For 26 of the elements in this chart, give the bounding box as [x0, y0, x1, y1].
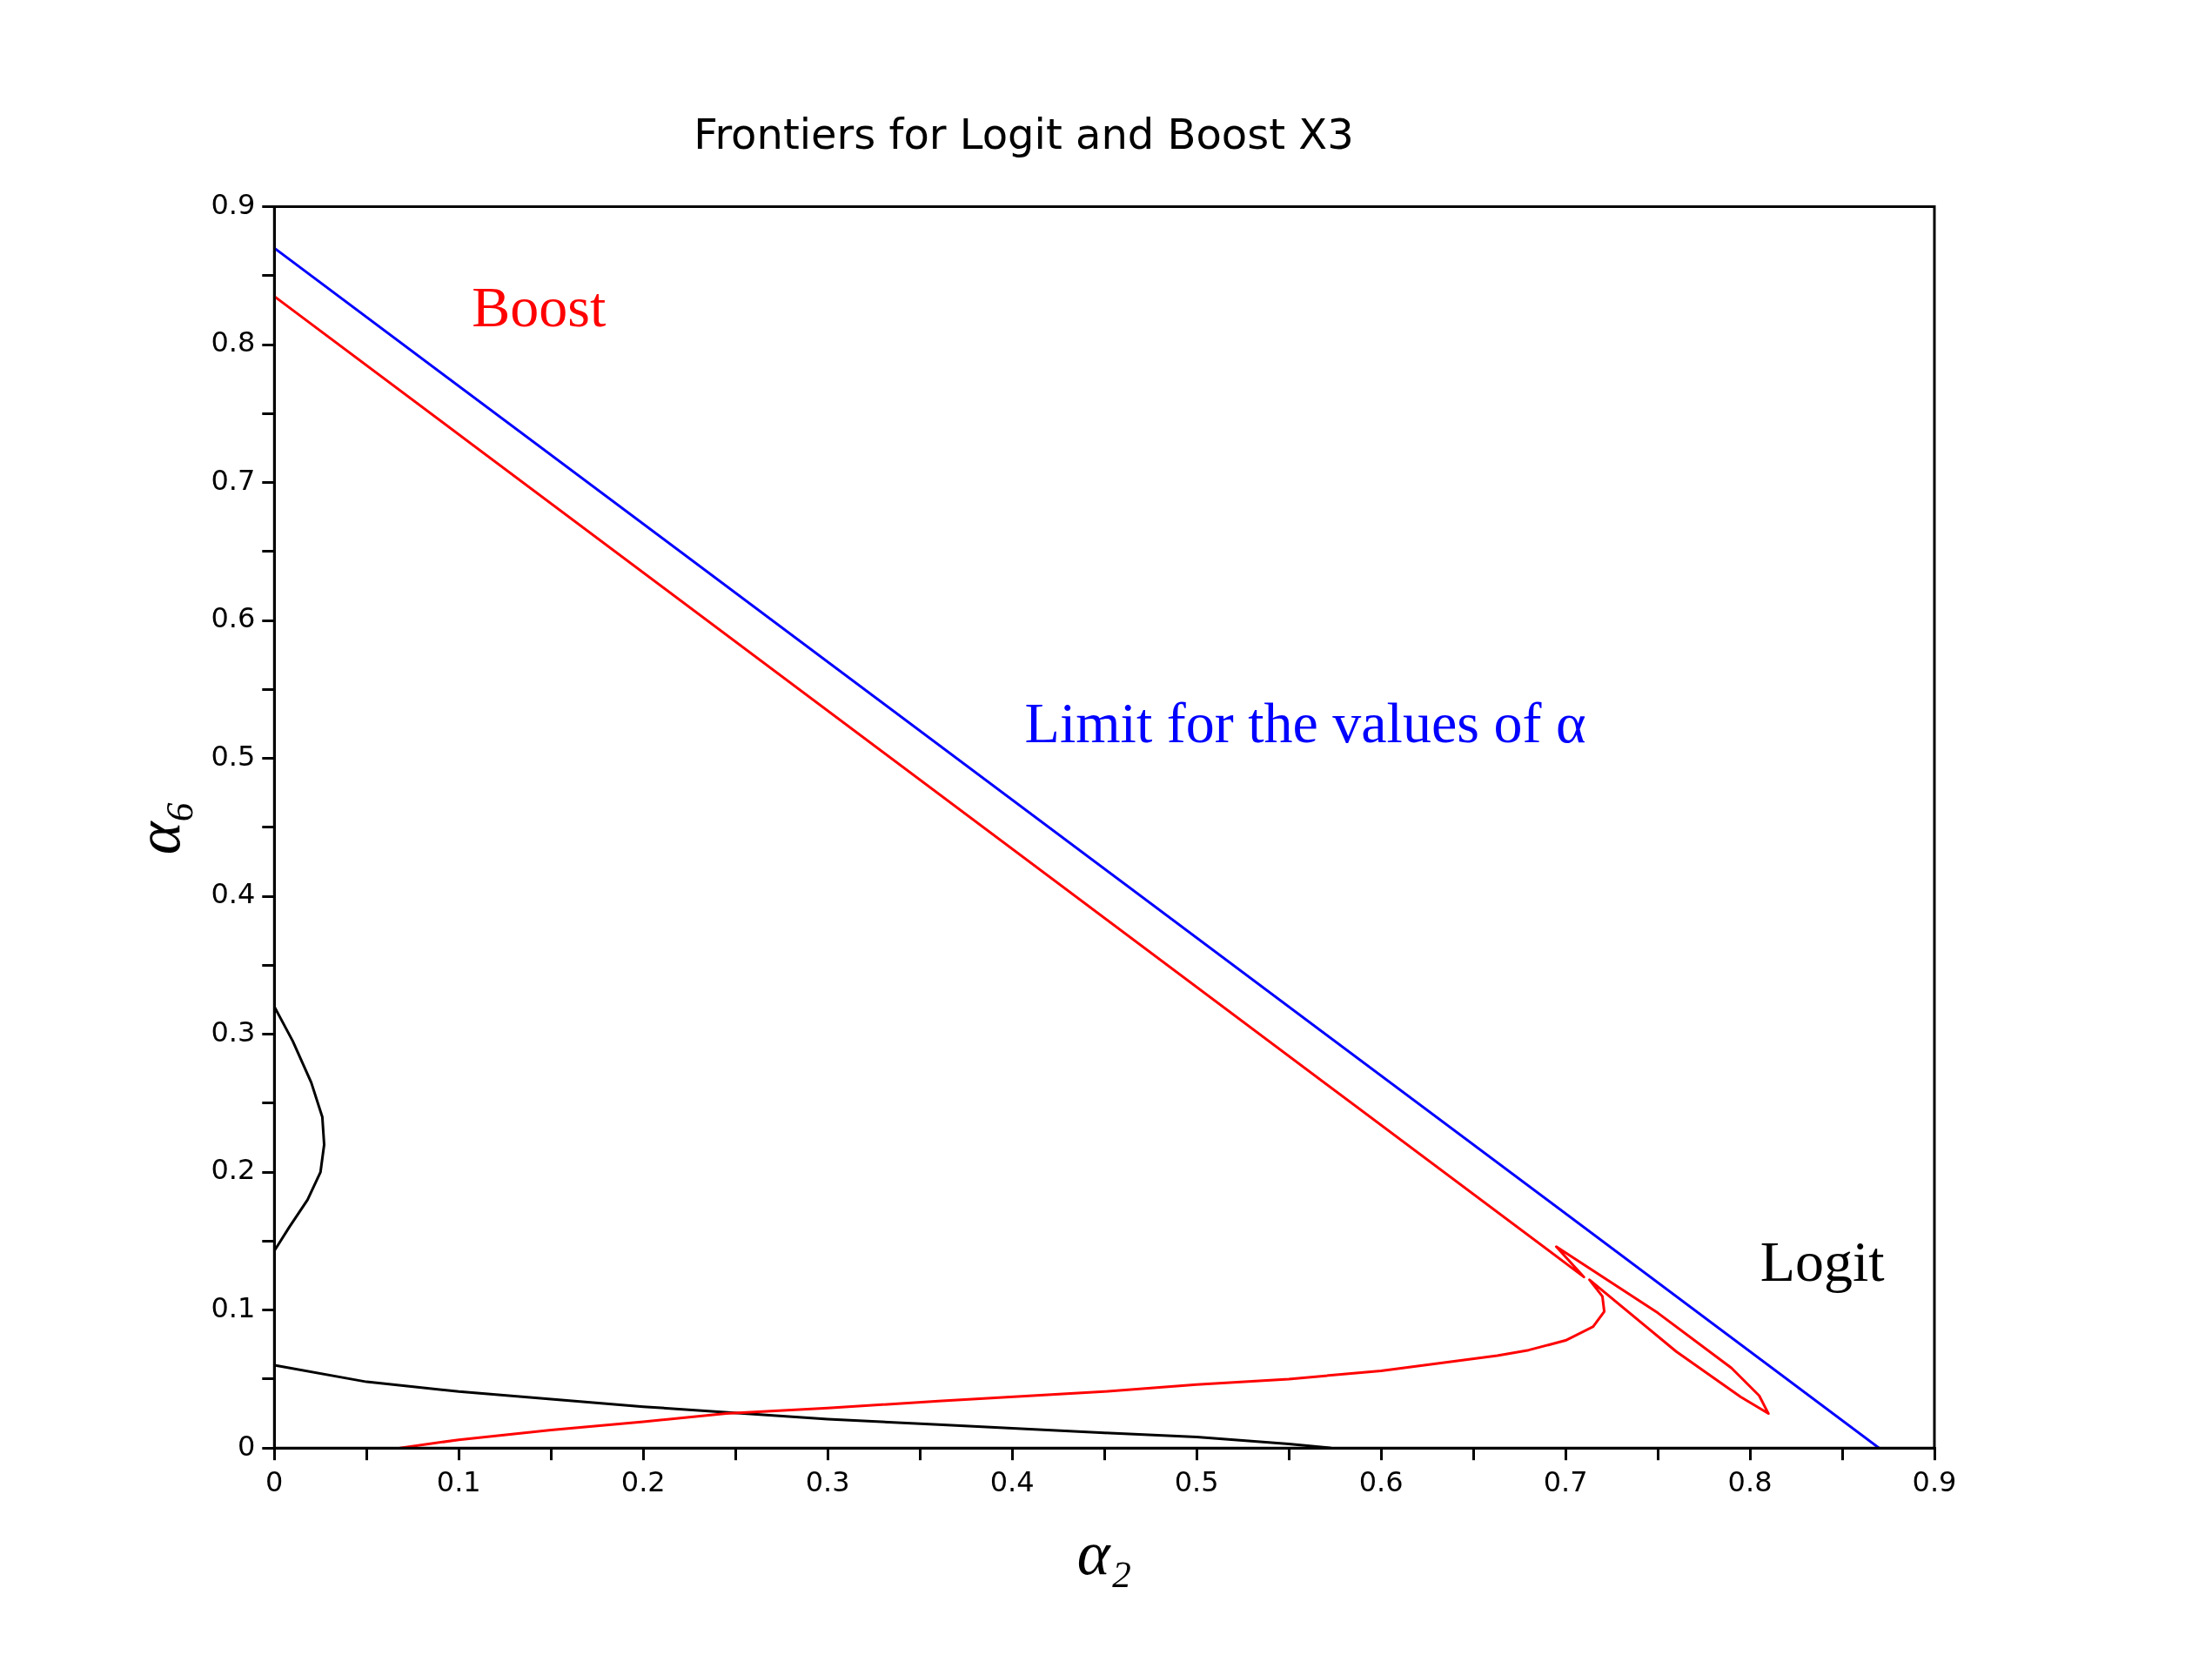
chart-title: Frontiers for Logit and Boost X3: [694, 110, 1354, 159]
x-tick-label: 0: [265, 1464, 284, 1498]
y-tick-label: 0: [237, 1429, 256, 1463]
x-tick-label: 0.3: [805, 1464, 850, 1498]
x-tick-label: 0.7: [1543, 1464, 1588, 1498]
x-tick-label: 0.4: [989, 1464, 1035, 1498]
y-tick-label: 0.2: [211, 1153, 256, 1187]
y-tick-label: 0.7: [211, 463, 256, 497]
y-tick-label: 0.8: [211, 325, 256, 359]
x-tick-label: 0.9: [1912, 1464, 1957, 1498]
series-label: Limit for the values of α: [1024, 690, 1586, 754]
x-tick-label: 0.8: [1727, 1464, 1773, 1498]
y-axis-title: α₆: [124, 800, 194, 855]
y-tick-label: 0.6: [211, 601, 256, 635]
x-tick-label: 0.5: [1174, 1464, 1219, 1498]
y-tick-label: 0.1: [211, 1291, 256, 1324]
x-tick-label: 0.1: [436, 1464, 481, 1498]
y-tick-label: 0.5: [211, 739, 256, 773]
x-tick-label: 0.6: [1358, 1464, 1404, 1498]
y-tick-label: 0.9: [211, 187, 256, 221]
x-tick-label: 0.2: [620, 1464, 666, 1498]
text: Logit: [1760, 1229, 1885, 1293]
y-tick-label: 0.3: [211, 1015, 256, 1048]
x-axis-title: α₂: [1076, 1517, 1132, 1588]
y-tick-label: 0.4: [211, 877, 256, 911]
series-label: Boost: [472, 274, 607, 338]
